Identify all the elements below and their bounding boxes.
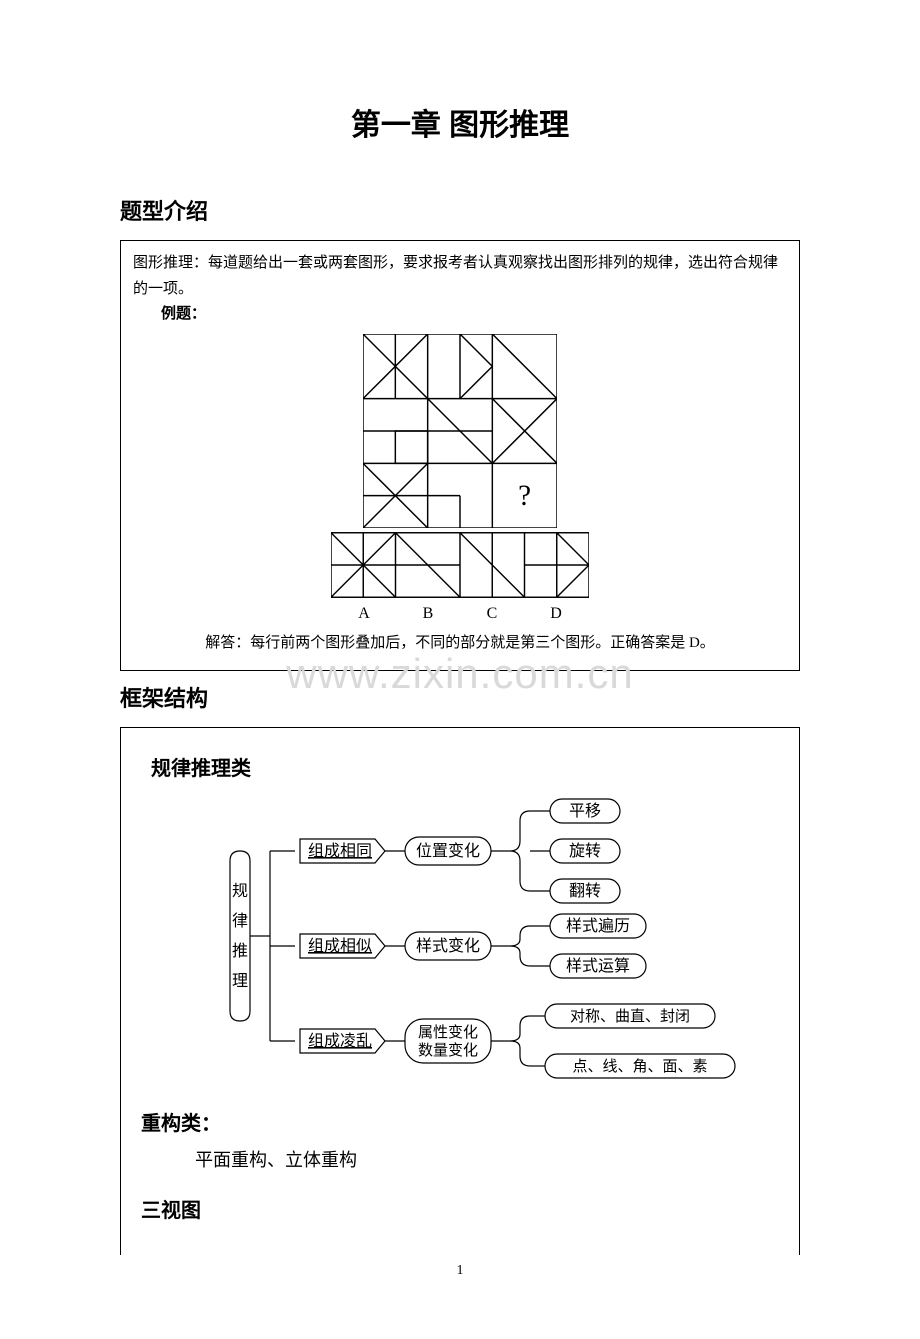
branch3-leaf2: 点、线、角、面、素 [572,1058,707,1075]
intro-text: 图形推理：每道题给出一套或两套图形，要求报考者认真观察找出图形排列的规律，选出符… [133,251,787,302]
root-char3: 推 [232,942,248,960]
option-a-label: A [332,600,396,627]
option-d-label: D [524,600,588,627]
section-title-intro: 题型介绍 [120,194,800,226]
fw-cat2: 重构类： [141,1107,779,1136]
svg-text:数量变化: 数量变化 [418,1042,478,1059]
fw-cat3: 三视图 [141,1194,779,1223]
root-char1: 规 [232,882,248,900]
branch2-a: 组成相似 [308,937,372,955]
fw-cat2-sub: 平面重构、立体重构 [195,1146,779,1172]
svg-text:属性变化: 属性变化 [418,1024,478,1041]
answer-options-figure [331,532,589,598]
branch1-leaf1: 平移 [569,802,601,820]
fw-cat1: 规律推理类 [151,752,779,781]
branch3-leaf1: 对称、曲直、封闭 [570,1008,690,1025]
option-c-label: C [460,600,524,627]
option-b-label: B [396,600,460,627]
root-char4: 理 [232,973,248,990]
intro-box: 图形推理：每道题给出一套或两套图形，要求报考者认真观察找出图形排列的规律，选出符… [120,240,800,671]
branch1-leaf2: 旋转 [569,842,601,860]
chapter-title: 第一章 图形推理 [120,100,800,144]
branch2-leaf1: 样式遍历 [566,917,630,935]
example-figure: ? [133,334,787,598]
branch2-leaf2: 样式运算 [566,956,630,975]
explain-text: 解答：每行前两个图形叠加后，不同的部分就是第三个图形。正确答案是 D。 [133,631,787,657]
grid-3x3: ? [363,334,557,528]
branch1-a: 组成相同 [308,842,372,860]
svg-text:?: ? [518,480,531,512]
framework-box: 规律推理类 规 律 推 理 [120,727,800,1255]
section-title-framework: 框架结构 [120,681,800,713]
branch3-a: 组成凌乱 [308,1032,372,1050]
example-label: 例题： [161,302,787,328]
branch1-b: 位置变化 [416,842,480,860]
page-number: 1 [120,1263,800,1279]
framework-diagram: 规 律 推 理 组成相同 [150,791,770,1101]
branch2-b: 样式变化 [416,937,480,955]
branch1-leaf3: 翻转 [569,882,601,900]
answer-labels-row: ABCD [133,600,787,627]
root-char2: 律 [232,912,248,930]
